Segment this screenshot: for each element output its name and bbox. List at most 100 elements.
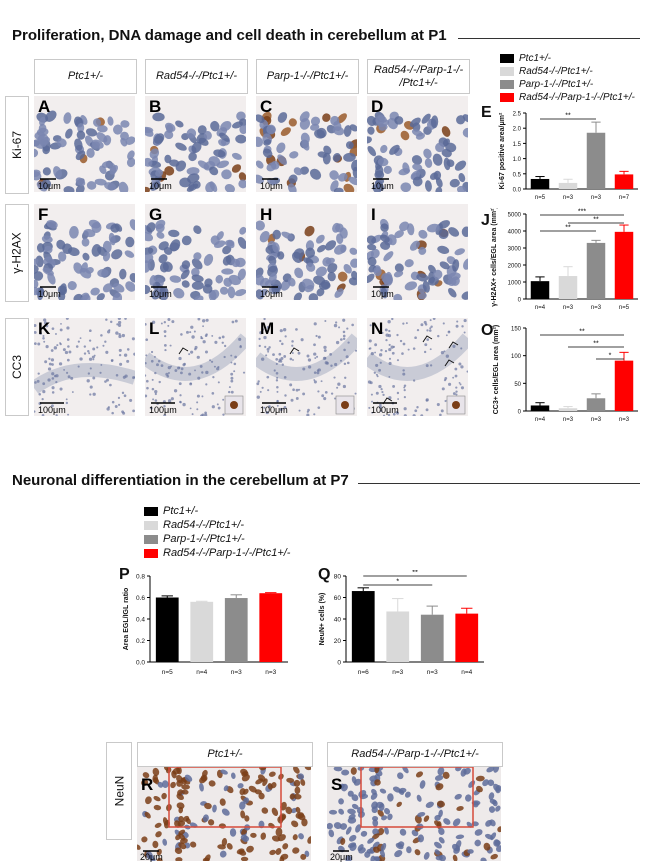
n-label: n=4: [535, 417, 546, 423]
panel-letter: B: [149, 97, 162, 116]
scale-bar-label: 10μm: [149, 181, 172, 191]
n-label: n=3: [563, 195, 574, 201]
section-2-rule: [358, 483, 640, 484]
neun-micrograph: [137, 767, 311, 861]
scale-bar-label: 20μm: [140, 852, 163, 862]
y-axis-label: Ki-67 positive area/μm²: [499, 112, 506, 189]
legend-swatch: [500, 80, 514, 89]
n-label: n=3: [591, 195, 602, 201]
legend-item: Parp-1-/-/Ptc1+/-: [144, 532, 290, 546]
y-tick-label: 50: [514, 382, 521, 388]
n-label: n=3: [427, 669, 438, 676]
bar: [558, 408, 578, 411]
y-tick-label: 0.6: [136, 595, 145, 602]
scale-bar-label: 10μm: [149, 289, 172, 299]
scale-bar-label: 100μm: [149, 405, 177, 415]
legend-label: Ptc1+/-: [519, 53, 551, 64]
row-label-neun: NeuN: [112, 775, 126, 807]
scale-bar-label: 100μm: [260, 405, 288, 415]
legend-swatch: [500, 93, 514, 102]
y-axis-label: CC3+ cells/EGL area (mm²): [493, 325, 500, 415]
legend-label: Rad54-/-/Parp-1-/-/Ptc1+/-: [163, 547, 291, 559]
y-tick-label: 0.8: [136, 574, 145, 581]
neun-micrograph: [327, 767, 501, 861]
panel-letter: F: [38, 205, 49, 224]
significance-label: **: [579, 329, 585, 336]
column-header-parp1-ptc1: Parp-1-/-/Ptc1+/-: [256, 59, 359, 94]
y-axis-label: NeuN+ cells (%): [319, 593, 326, 646]
legend-p7: Ptc1+/- Rad54-/-/Ptc1+/- Parp-1-/-/Ptc1+…: [144, 504, 290, 560]
y-tick-label: 1.0: [513, 157, 522, 163]
n-label: n=5: [535, 195, 546, 201]
panel-letter: C: [260, 97, 273, 116]
row-header-neun: NeuN: [106, 742, 132, 840]
significance-label: **: [565, 113, 571, 120]
legend-label: Rad54-/-/Parp-1-/-/Ptc1+/-: [519, 92, 635, 103]
micrograph-image: [34, 318, 135, 416]
micrograph-panel: [256, 318, 357, 416]
legend-label: Ptc1+/-: [163, 505, 199, 517]
legend-label: Parp-1-/-/Ptc1+/-: [163, 533, 245, 545]
bar: [558, 276, 578, 299]
micrograph-image: [367, 96, 468, 192]
micrograph-image: [367, 318, 468, 416]
n-label: n=7: [619, 195, 630, 201]
legend-swatch: [500, 67, 514, 76]
chart-p: Area EGL/IGL ratio 0.0 0.2 0.4 0.6 0.8 n=5 n=4 n…: [123, 574, 288, 676]
micrograph-panel: [256, 96, 357, 192]
y-tick-label: 4000: [508, 230, 522, 236]
y-tick-label: 1.5: [513, 142, 522, 148]
section-1-rule: [458, 38, 640, 39]
scale-bar-label: 10μm: [38, 289, 61, 299]
column-header-rad54-parp1-ptc1: Rad54-/-/Parp-1-/- /Ptc1+/-: [367, 59, 470, 94]
micrograph-image: [367, 204, 468, 300]
legend-item: Rad54-/-/Ptc1+/-: [500, 65, 635, 78]
micrograph-panel: [256, 204, 357, 300]
row-header-ki67: Ki-67: [5, 96, 29, 194]
panel-letter: R: [141, 775, 154, 794]
legend-label: Rad54-/-/Ptc1+/-: [163, 519, 245, 531]
legend-item: Ptc1+/-: [144, 504, 290, 518]
chart-letter-j: J: [481, 212, 490, 229]
bar: [530, 178, 550, 189]
row-label-ki67: Ki-67: [10, 130, 25, 160]
significance-label: **: [593, 217, 599, 224]
y-tick-label: 40: [334, 617, 342, 624]
panel-letter: L: [149, 319, 160, 338]
legend-item: Rad54-/-/Ptc1+/-: [144, 518, 290, 532]
micrograph-image: [34, 96, 135, 192]
legend-item: Rad54-/-/Parp-1-/-/Ptc1+/-: [144, 546, 290, 560]
bar: [455, 613, 479, 662]
legend-swatch: [144, 534, 158, 544]
bar: [190, 601, 214, 662]
bar: [530, 281, 550, 299]
bar: [614, 231, 634, 299]
scale-bar-label: 10μm: [38, 181, 61, 191]
y-tick-label: 1000: [508, 281, 522, 287]
chart-letter-e: E: [481, 104, 492, 121]
y-tick-label: 0: [518, 410, 522, 416]
panel-letter: I: [371, 205, 376, 224]
bar: [155, 597, 179, 662]
micrograph-image: [256, 204, 357, 300]
chart-letter-o: O: [481, 322, 494, 339]
micrograph-image: [145, 204, 246, 300]
chart-letter-p: P: [119, 566, 130, 583]
y-tick-label: 60: [334, 595, 342, 602]
micrograph-panel: [145, 204, 246, 300]
legend-item: Parp-1-/-/Ptc1+/-: [500, 78, 635, 91]
n-label: n=6: [358, 669, 369, 676]
significance-label: ***: [578, 209, 586, 216]
scale-bar-label: 100μm: [371, 405, 399, 415]
y-tick-label: 3000: [508, 247, 522, 253]
scale-bar-label: 10μm: [371, 181, 394, 191]
y-tick-label: 20: [334, 638, 342, 645]
micrograph-panel: [145, 318, 246, 416]
y-tick-label: 2.0: [513, 127, 522, 133]
y-tick-label: 0.0: [136, 660, 145, 667]
column-header-rad54-ptc1: Rad54-/-/Ptc1+/-: [145, 59, 248, 94]
chart-letter-q: Q: [318, 566, 331, 583]
micrograph-panel: [367, 318, 468, 416]
row-label-cc3: CC3: [10, 354, 25, 380]
